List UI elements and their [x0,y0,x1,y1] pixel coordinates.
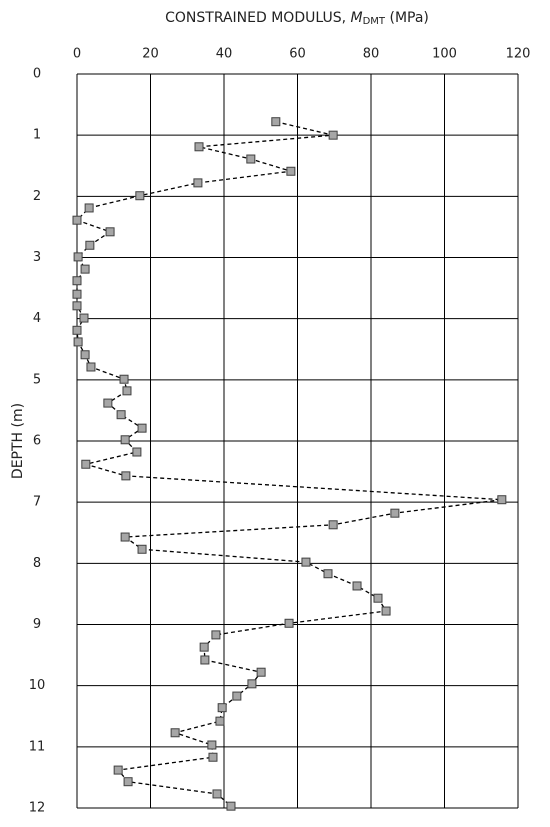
point [137,544,147,554]
point [72,276,82,286]
y-tick-label: 0 [33,67,41,82]
point [286,166,296,176]
point [135,191,145,201]
title-part: M [351,10,363,26]
point [247,679,257,689]
x-tick-label: 20 [142,47,159,62]
point [105,227,115,237]
point [73,252,83,262]
title-part: CONSTRAINED MODULUS, [165,10,350,26]
point [390,508,400,518]
point [72,301,82,311]
point [271,117,281,127]
chart-title: CONSTRAINED MODULUS, MDMT (MPa) [165,10,429,27]
y-tick-label: 3 [33,250,41,265]
point [207,740,217,750]
point [132,447,142,457]
point [86,362,96,372]
point [211,630,221,640]
point [208,752,218,762]
point [328,520,338,530]
point [215,716,225,726]
point [217,703,227,713]
point [72,289,82,299]
point [284,618,294,628]
y-tick-label: 8 [33,556,41,571]
y-tick-label: 9 [33,617,41,632]
y-tick-label: 1 [33,128,41,143]
x-tick-label: 0 [73,47,81,62]
title-part: (MPa) [385,10,429,26]
point [323,569,333,579]
y-tick-label: 4 [33,311,41,326]
point [113,765,123,775]
x-tick-label: 40 [216,47,233,62]
point [73,337,83,347]
point [122,386,132,396]
y-tick-label: 6 [33,434,41,449]
point [200,655,210,665]
point [232,691,242,701]
y-tick-label: 10 [29,678,46,693]
point [193,178,203,188]
point [170,728,180,738]
point [103,398,113,408]
x-tick-label: 80 [363,47,380,62]
point [199,642,209,652]
point [381,606,391,616]
point [79,313,89,323]
point [373,593,383,603]
point [72,215,82,225]
point [194,142,204,152]
point [72,325,82,335]
y-tick-label: 5 [33,372,41,387]
x-tick-label: 60 [289,47,306,62]
point [119,374,129,384]
point [212,789,222,799]
point [352,581,362,591]
point [80,350,90,360]
point [85,240,95,250]
point [328,130,338,140]
point [246,154,256,164]
y-tick-label: 7 [33,495,41,510]
point [226,801,236,811]
point [123,777,133,787]
point [84,203,94,213]
point [497,495,507,505]
title-part: DMT [363,16,386,27]
y-tick-label: 11 [29,739,46,754]
x-tick-label: 120 [506,47,531,62]
y-tick-label: 2 [33,189,41,204]
point [81,459,91,469]
point [137,423,147,433]
point [120,532,130,542]
x-tick-label: 100 [432,47,457,62]
point [120,435,130,445]
y-tick-label: 12 [29,801,46,816]
point [301,557,311,567]
point [121,471,131,481]
point [116,410,126,420]
point [80,264,90,274]
y-axis-label: DEPTH (m) [10,403,26,479]
point [256,667,266,677]
connector-line [75,121,502,807]
